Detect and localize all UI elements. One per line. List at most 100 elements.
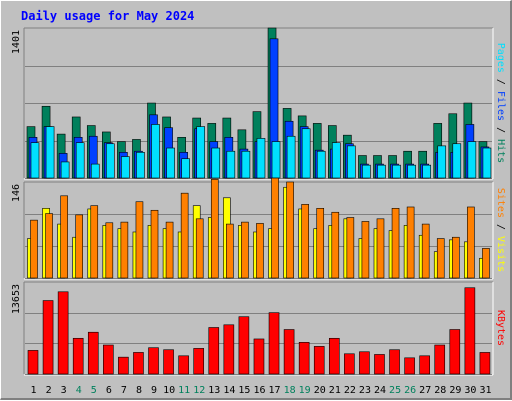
x-tick-label: 29 <box>449 385 461 396</box>
x-tick-label: 19 <box>299 385 311 396</box>
pages-bar <box>271 141 281 179</box>
kbytes-bar <box>223 324 235 375</box>
kbytes-bar <box>133 352 144 375</box>
pages-bar <box>45 126 55 179</box>
sites-bar <box>452 236 460 279</box>
x-tick-label: 9 <box>151 385 157 396</box>
pages-bar <box>60 161 70 179</box>
kbytes-bar <box>193 348 205 375</box>
sites-bar <box>195 218 204 279</box>
kbytes-bar <box>253 338 265 375</box>
sites-bar <box>226 223 234 279</box>
x-tick-label: 27 <box>419 385 431 396</box>
pages-bar <box>347 145 356 179</box>
kbytes-bar <box>163 349 174 375</box>
kbytes-bar <box>479 352 491 375</box>
pages-bar <box>286 135 296 179</box>
kbytes-bar <box>118 356 129 375</box>
y-max-label: 13653 <box>11 284 22 314</box>
pages-bar <box>166 147 175 179</box>
sites-bar <box>210 179 219 279</box>
kbytes-bar <box>178 355 189 375</box>
pages-bar <box>226 150 236 179</box>
sites-bar <box>105 222 114 279</box>
kbytes-bar <box>434 344 446 375</box>
sites-bar <box>316 208 325 279</box>
x-tick-label: 12 <box>193 385 205 396</box>
pages-bar <box>196 126 206 179</box>
x-tick-label: 15 <box>238 385 250 396</box>
kbytes-bar <box>449 329 461 375</box>
chart-title: Daily usage for May 2024 <box>21 9 194 23</box>
pages-bar <box>362 164 371 179</box>
pages-bar <box>301 128 311 179</box>
pages-bar <box>75 142 85 179</box>
kbytes-bar <box>298 342 310 375</box>
legend-separator: / <box>495 218 506 236</box>
series-legend-label: Pages / Files / Hits <box>495 43 506 163</box>
pages-bar <box>467 141 477 179</box>
kbytes-bar <box>374 354 385 375</box>
legend-entry: Pages <box>495 43 506 73</box>
pages-bar <box>211 147 221 179</box>
y-max-label: 146 <box>11 184 22 202</box>
x-tick-label: 25 <box>389 385 401 396</box>
sites-bar <box>150 209 159 279</box>
x-tick-label: 24 <box>374 385 386 396</box>
sites-bar <box>361 221 370 279</box>
legend-separator: / <box>495 73 506 91</box>
pages-bar <box>482 147 492 179</box>
pages-bar <box>452 143 462 179</box>
x-tick-label: 18 <box>284 385 296 396</box>
legend-entry: KBytes <box>495 310 506 346</box>
x-tick-label: 7 <box>121 385 127 396</box>
x-tick-label: 6 <box>106 385 112 396</box>
x-tick-label: 3 <box>61 385 67 396</box>
kbytes-bar <box>208 327 220 375</box>
sites-bar <box>482 248 490 279</box>
legend-entry: Files <box>495 91 506 121</box>
y-max-label: 1401 <box>11 30 22 54</box>
pages-bar <box>90 163 100 179</box>
sites-bar <box>271 177 279 279</box>
x-tick-label: 10 <box>163 385 175 396</box>
sites-bar <box>180 192 189 279</box>
kbytes-bar <box>419 355 430 375</box>
x-tick-label: 31 <box>479 385 491 396</box>
kbytes-bar <box>344 353 355 375</box>
kbytes-bar <box>404 357 415 375</box>
kbytes-bar <box>57 291 69 375</box>
sites-bar <box>346 217 355 279</box>
series-legend-label: KBytes <box>495 310 506 346</box>
x-tick-label: 16 <box>253 385 265 396</box>
x-tick-label: 22 <box>344 385 356 396</box>
kbytes-bar <box>359 351 370 375</box>
legend-entry: Visits <box>495 236 506 272</box>
x-tick-label: 14 <box>223 385 235 396</box>
sites-bar <box>376 218 385 279</box>
sites-bar <box>301 204 309 279</box>
sites-bar <box>135 201 144 279</box>
kbytes-bar <box>27 350 39 375</box>
kbytes-bar <box>72 337 84 375</box>
legend-separator: / <box>495 121 506 139</box>
kbytes-bar <box>42 300 54 375</box>
sites-bar <box>331 211 340 279</box>
pages-bar <box>256 138 266 179</box>
sites-bar <box>60 195 68 279</box>
sites-bar <box>467 206 475 279</box>
kbytes-bar <box>283 329 295 375</box>
pages-bar <box>407 164 416 179</box>
x-tick-label: 26 <box>404 385 416 396</box>
x-tick-label: 11 <box>178 385 190 396</box>
pages-bar <box>316 150 326 179</box>
pages-bar <box>422 164 431 179</box>
sites-bar <box>436 238 445 279</box>
kbytes-bar <box>268 312 280 375</box>
x-tick-label: 17 <box>269 385 281 396</box>
series-legend-label: Sites / Visits <box>495 188 506 272</box>
kbytes-bar <box>238 316 250 375</box>
x-tick-label: 23 <box>359 385 371 396</box>
legend-entry: Sites <box>495 188 506 218</box>
